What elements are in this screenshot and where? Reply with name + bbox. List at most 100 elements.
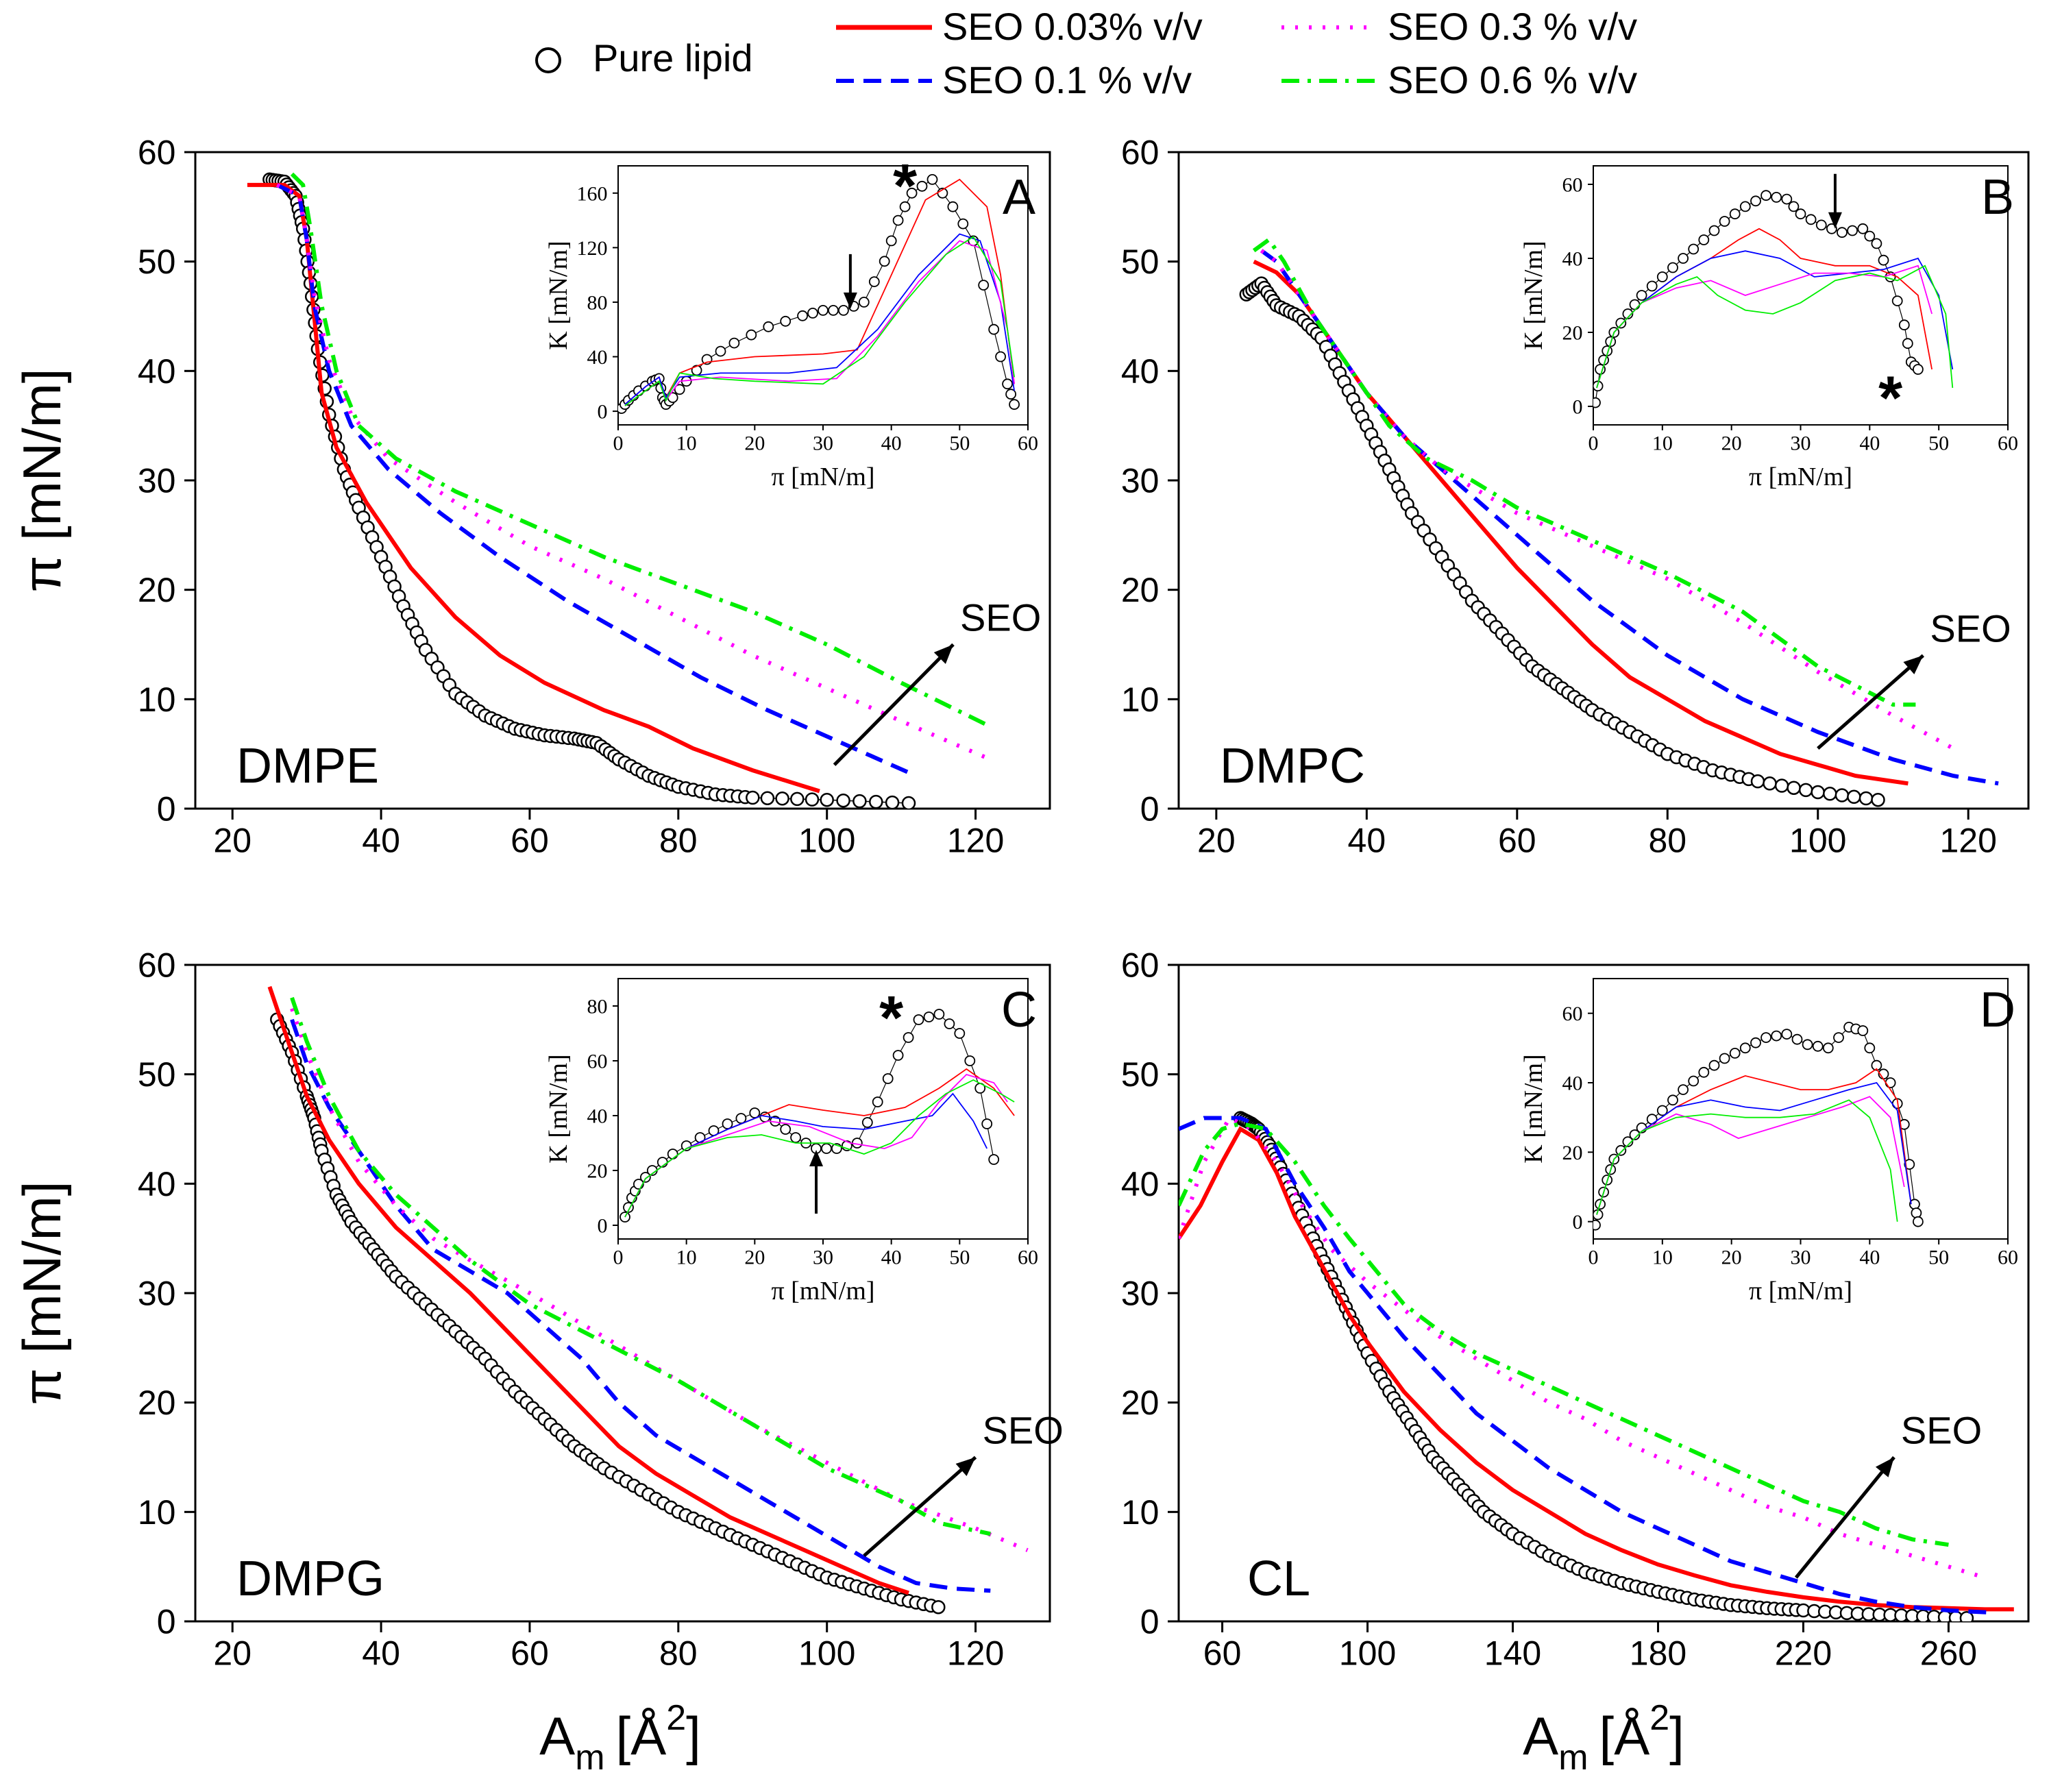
panel-A-y-tick-label: 50: [138, 243, 176, 281]
panel-A-inset-point-pure-lipid: [978, 280, 990, 291]
panel-B-series-group: [1239, 236, 1999, 807]
panel-A-inset-x-tick-label: 30: [813, 432, 833, 455]
panel-A-inset-point-pure-lipid: [947, 201, 959, 212]
panel-D-inset-series-group: [1593, 1022, 1924, 1231]
panel-A-inset-x-tick-label: 40: [881, 432, 902, 455]
panel-C-seo-arrow-shaft: [863, 1456, 977, 1558]
panel-B-point-pure-lipid: [1823, 787, 1837, 801]
panel-D-inset-point-pure-lipid: [1771, 1030, 1782, 1042]
panel-C-inset-y-tick-label: 80: [587, 996, 608, 1018]
x-axis-label-sub: m: [1558, 1738, 1588, 1778]
panel-B-inset-point-pure-lipid: [1891, 295, 1903, 307]
panel-C-y-tick-label: 20: [138, 1384, 176, 1422]
panel-A-inset-point-pure-lipid: [763, 321, 774, 332]
panel-A-point-pure-lipid: [885, 795, 900, 809]
panel-D-inset-point-pure-lipid: [1646, 1114, 1658, 1125]
panel-B-inset-point-pure-lipid: [1636, 290, 1647, 301]
panel-D-inset-x-tick-label: 0: [1588, 1247, 1599, 1269]
y-axis-label: π [mN/m]: [12, 369, 72, 593]
panel-C-inset-point-pure-lipid: [988, 1154, 1000, 1165]
panel-D-inset-point-pure-lipid: [1864, 1042, 1876, 1054]
panel-C-inset-series-s06: [624, 1079, 1015, 1218]
panel-C-lipid-label: DMPG: [236, 1551, 384, 1606]
panel-B-inset-x-tick-label: 0: [1588, 432, 1599, 455]
panel-A-inset-y-label: K [mN/m]: [544, 241, 573, 349]
panel-C-inset-x-label: π [mN/m]: [771, 1277, 874, 1305]
panel-D-inset-x-label: π [mN/m]: [1749, 1277, 1852, 1305]
panel-C-inset-x-tick-label: 0: [613, 1247, 624, 1269]
panel-B-inset-y-tick-label: 20: [1562, 322, 1583, 345]
panel-C-inset-x-tick-label: 20: [744, 1247, 765, 1269]
panel-C-inset-series-s01: [624, 1092, 988, 1218]
panel-B-y-tick-label: 30: [1121, 462, 1160, 500]
panel-A-point-pure-lipid: [869, 794, 883, 809]
panel-B-point-pure-lipid: [1871, 792, 1885, 807]
panel-C-inset-point-pure-lipid: [861, 1117, 873, 1128]
panel-C-series-s003: [267, 985, 909, 1595]
panel-B-inset-point-pure-lipid: [1902, 338, 1913, 349]
panel-B-inset-point-pure-lipid: [1781, 193, 1793, 205]
panel-B-x-tick-label: 20: [1197, 822, 1236, 860]
x-axis-label-text: Am [Å2]: [1523, 1698, 1684, 1778]
panel-A-y-tick-label: 0: [157, 790, 176, 829]
panel-C: 20 40 60 80 100 120 0 10 20 30 40 50 60 DMPG C SEO 0 10 20…: [138, 946, 1064, 1673]
panel-B-point-pure-lipid: [1835, 788, 1850, 802]
legend-label-s003: SEO 0.03% v/v: [942, 5, 1203, 48]
panel-A-inset-point-pure-lipid: [818, 304, 829, 316]
panel-D-series-s03: [1179, 1115, 1986, 1580]
panel-B-x-tick-label: 100: [1789, 822, 1846, 860]
panel-B-inset-point-pure-lipid: [1912, 364, 1924, 375]
panel-B-inset: 0 10 20 30 40 50 60 0 20 40 60 π [mN/m] K [mN/m] *: [1519, 165, 2018, 491]
panel-D-inset-point-pure-lipid: [1719, 1053, 1730, 1064]
panel-C-y-tick-label: 0: [157, 1603, 176, 1641]
x-axis-label-unit: [Å: [1599, 1706, 1650, 1766]
panel-A-y-tick-label: 10: [138, 680, 176, 719]
panel-B-inset-point-pure-lipid: [1708, 225, 1720, 236]
panel-A-inset-series-s003: [624, 178, 1015, 405]
panel-B-inset-point-pure-lipid: [1698, 234, 1710, 245]
panel-D-inset-x-tick-label: 30: [1791, 1247, 1811, 1269]
panel-D-letter: D: [1980, 983, 2015, 1038]
panel-A-inset-point-pure-lipid: [879, 256, 890, 267]
panel-A-letter: A: [1003, 170, 1035, 225]
panel-B-inset-series-group: [1593, 190, 1954, 408]
panel-B-y-tick-label: 50: [1121, 243, 1160, 281]
panel-A-point-pure-lipid: [760, 791, 775, 805]
panel-D-inset-y-label: K [mN/m]: [1519, 1054, 1548, 1163]
panel-B-inset-point-pure-lipid: [1678, 253, 1689, 264]
panel-B-y-tick-label: 60: [1121, 134, 1160, 172]
panel-A-inset-point-pure-lipid: [728, 337, 740, 349]
panel-D-inset-point-pure-lipid: [1871, 1059, 1882, 1071]
panel-A-inset: 0 10 20 30 40 50 60 0 40 80 120 160 π [mN/m] K [mN/m]…: [544, 152, 1038, 491]
panel-B-inset-star: *: [1878, 364, 1902, 432]
panel-D-inset-point-pure-lipid: [1739, 1042, 1751, 1054]
panel-B-series-s06: [1252, 236, 1916, 707]
panel-A-inset-point-pure-lipid: [858, 296, 870, 308]
x-axis-label-main: A: [1523, 1706, 1558, 1766]
panel-D-inset-y-tick-label: 20: [1562, 1142, 1583, 1164]
panel-D-inset: 0 10 20 30 40 50 60 0 20 40 60 π [mN/m] K [mN/m]: [1519, 978, 2018, 1305]
panel-D-y-tick-label: 10: [1121, 1493, 1160, 1532]
panel-C-inset-series-group: [619, 1009, 1015, 1223]
panel-C-series-s06: [290, 996, 991, 1536]
panel-C-seo-arrow: [863, 1456, 977, 1558]
panel-A-inset-point-pure-lipid: [885, 235, 897, 247]
panel-D-inset-y-tick-label: 0: [1573, 1211, 1583, 1233]
panel-D-y-tick-label: 50: [1121, 1055, 1160, 1094]
legend-entry-pure: Pure lipid: [535, 36, 752, 79]
panel-A-x-tick-label: 20: [213, 822, 251, 860]
panel-B-x-tick-label: 60: [1498, 822, 1536, 860]
panel-B-inset-point-pure-lipid: [1857, 223, 1869, 234]
panel-D-seo-label: SEO: [1901, 1409, 1982, 1452]
panel-D-lipid-label: CL: [1247, 1551, 1310, 1606]
panel-A-series-s01: [275, 183, 918, 778]
panel-C-inset-point-pure-lipid: [903, 1032, 914, 1043]
panel-C-y-tick-label: 50: [138, 1055, 176, 1094]
panel-A-x-tick-label: 120: [947, 822, 1004, 860]
panel-A-y-tick-label: 40: [138, 352, 176, 391]
panel-D-y-tick-label: 0: [1140, 1603, 1160, 1641]
panel-A-y-tick-label: 60: [138, 134, 176, 172]
panel-C-inset-y-tick-label: 60: [587, 1051, 608, 1073]
panel-B-inset-point-pure-lipid: [1593, 380, 1604, 392]
